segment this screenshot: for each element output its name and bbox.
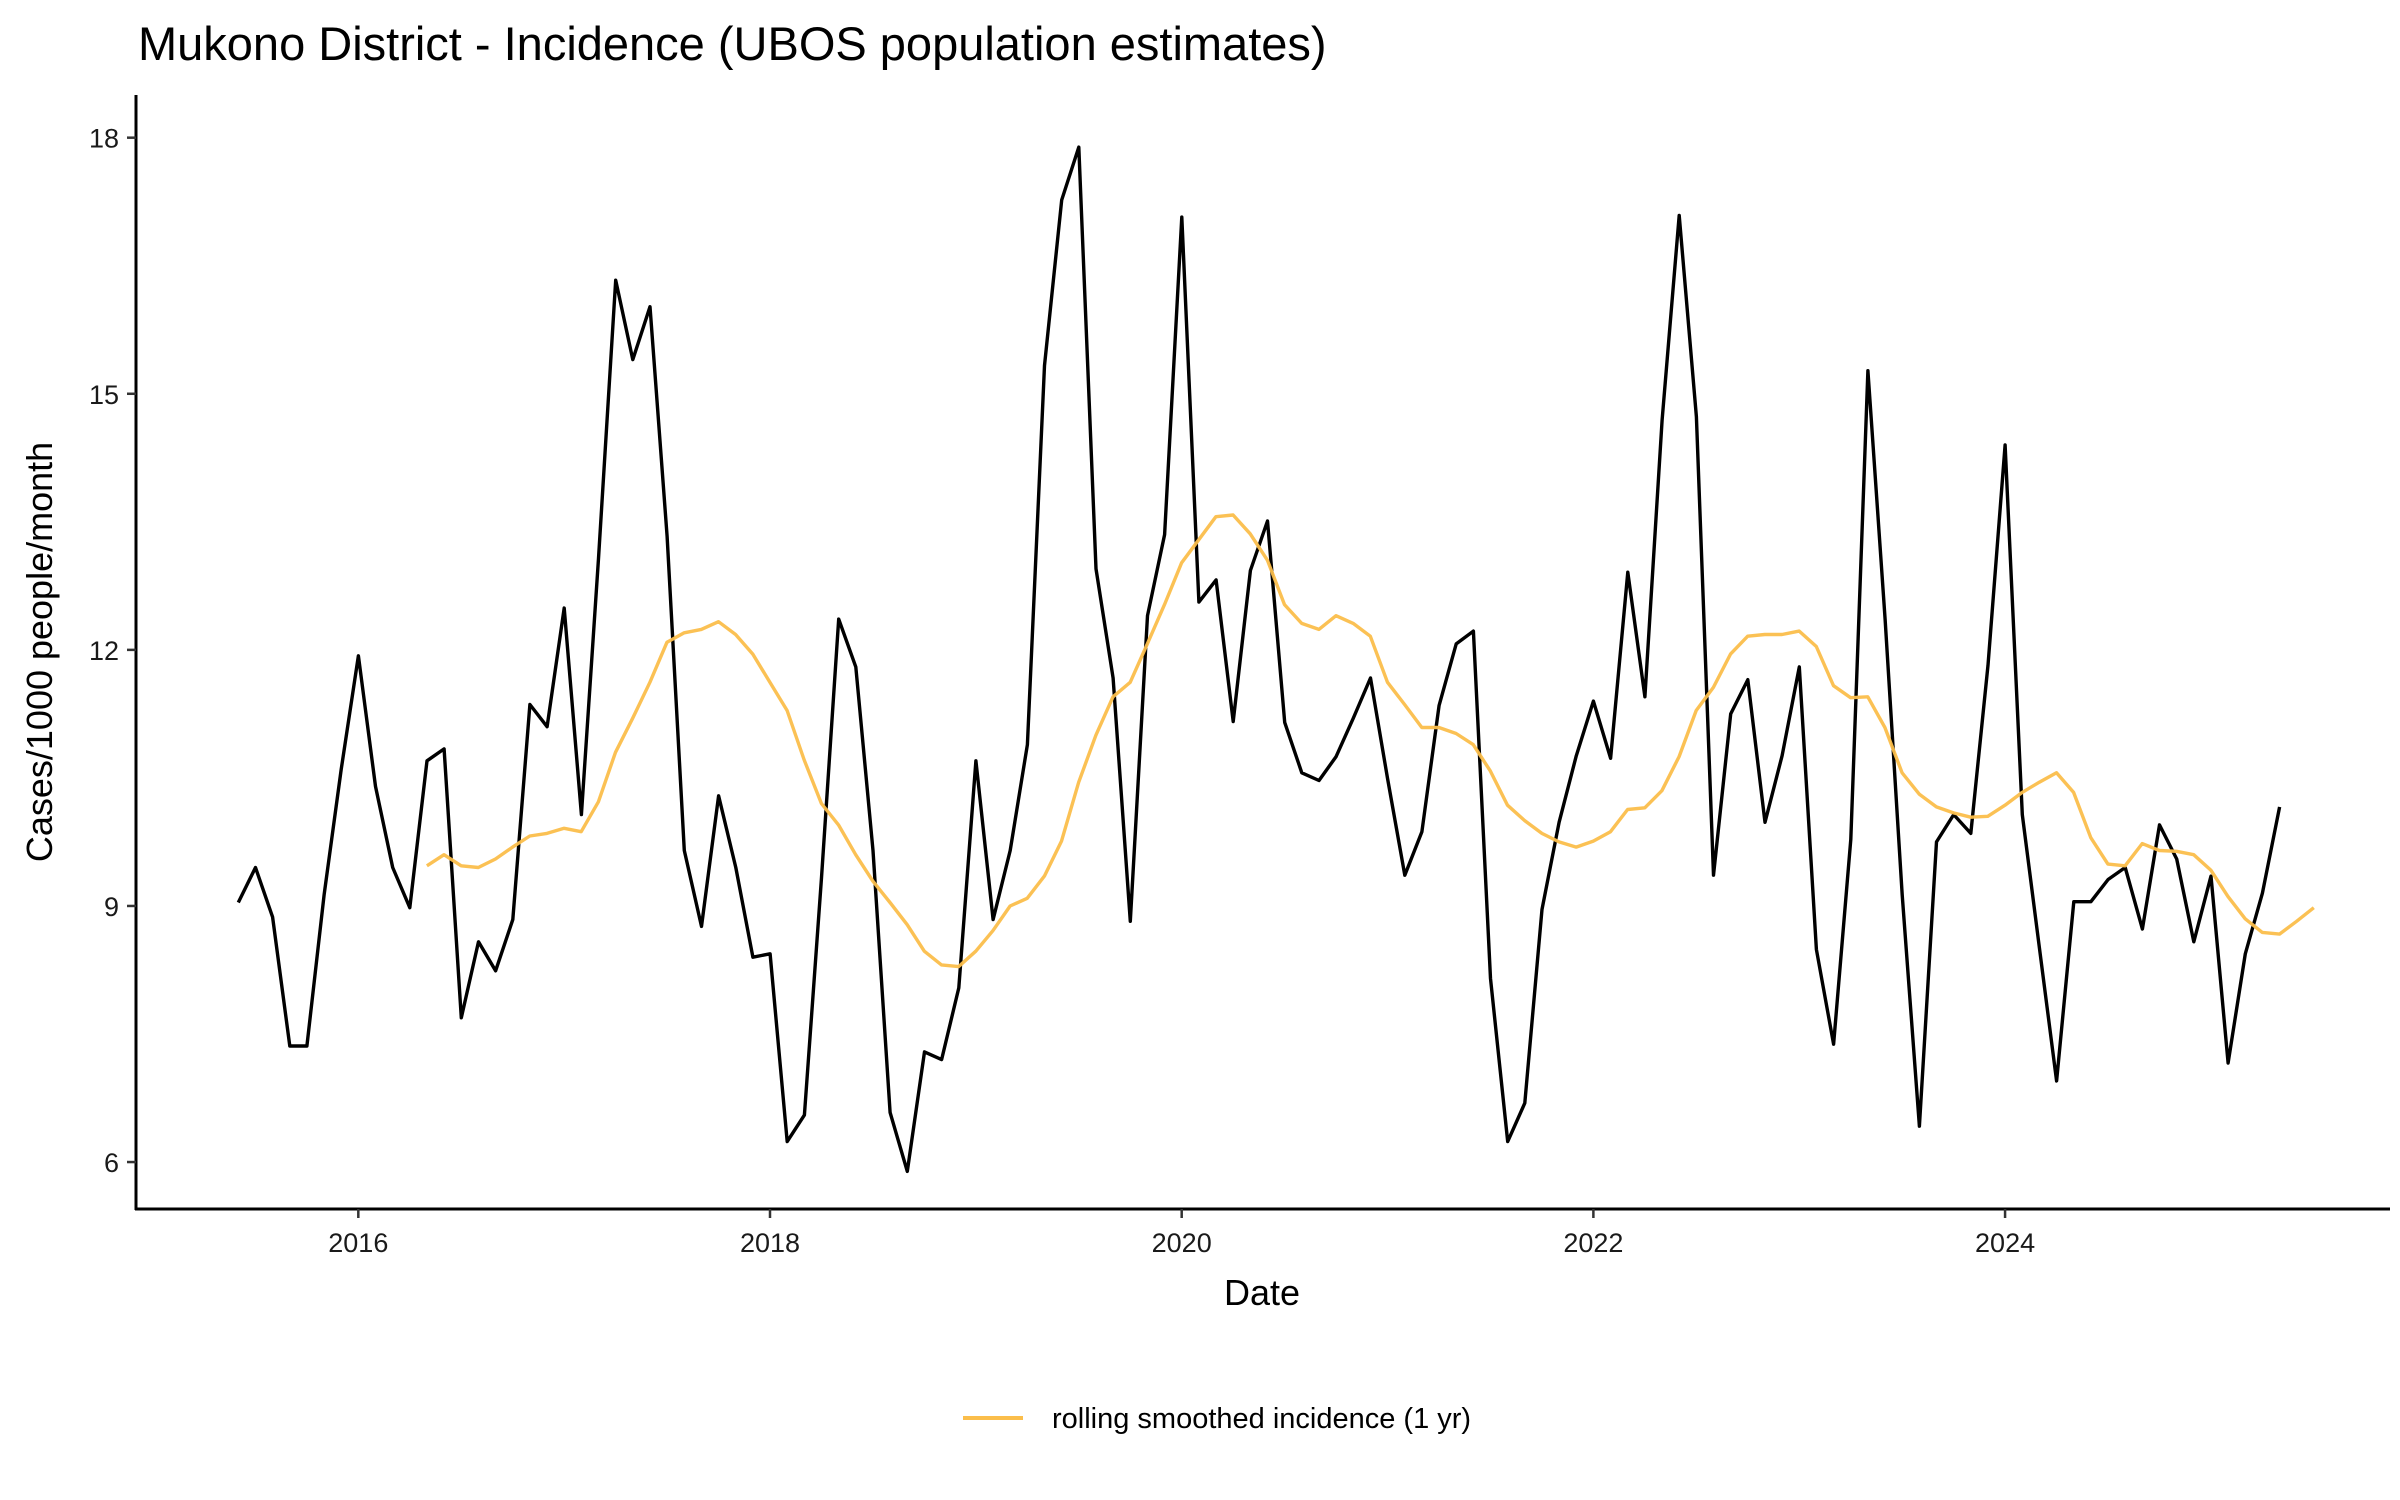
x-tick-label: 2016: [328, 1228, 388, 1258]
series-line-smoothed: [425, 513, 2315, 969]
x-tick-label: 2018: [740, 1228, 800, 1258]
series-line-incidence: [236, 145, 2282, 1174]
plot-area: [236, 145, 2315, 1174]
x-tick-label: 2024: [1975, 1228, 2035, 1258]
x-tick-label: 2022: [1563, 1228, 1623, 1258]
y-tick-label: 9: [104, 892, 119, 922]
y-tick-label: 15: [89, 380, 119, 410]
legend-label-smoothed: rolling smoothed incidence (1 yr): [1052, 1403, 1471, 1435]
x-axis-ticks: 2016 2018 2020 2022 2024: [328, 1209, 2035, 1258]
y-axis-ticks: 6 9 12 15 18: [89, 124, 136, 1178]
y-tick-label: 12: [89, 636, 119, 666]
x-axis-title: Date: [1224, 1272, 1300, 1313]
chart-title: Mukono District - Incidence (UBOS popula…: [138, 17, 1327, 70]
x-tick-label: 2020: [1152, 1228, 1212, 1258]
legend: rolling smoothed incidence (1 yr): [963, 1403, 1471, 1435]
y-tick-label: 18: [89, 124, 119, 154]
y-tick-label: 6: [104, 1148, 119, 1178]
y-axis-title: Cases/1000 people/month: [19, 442, 60, 862]
